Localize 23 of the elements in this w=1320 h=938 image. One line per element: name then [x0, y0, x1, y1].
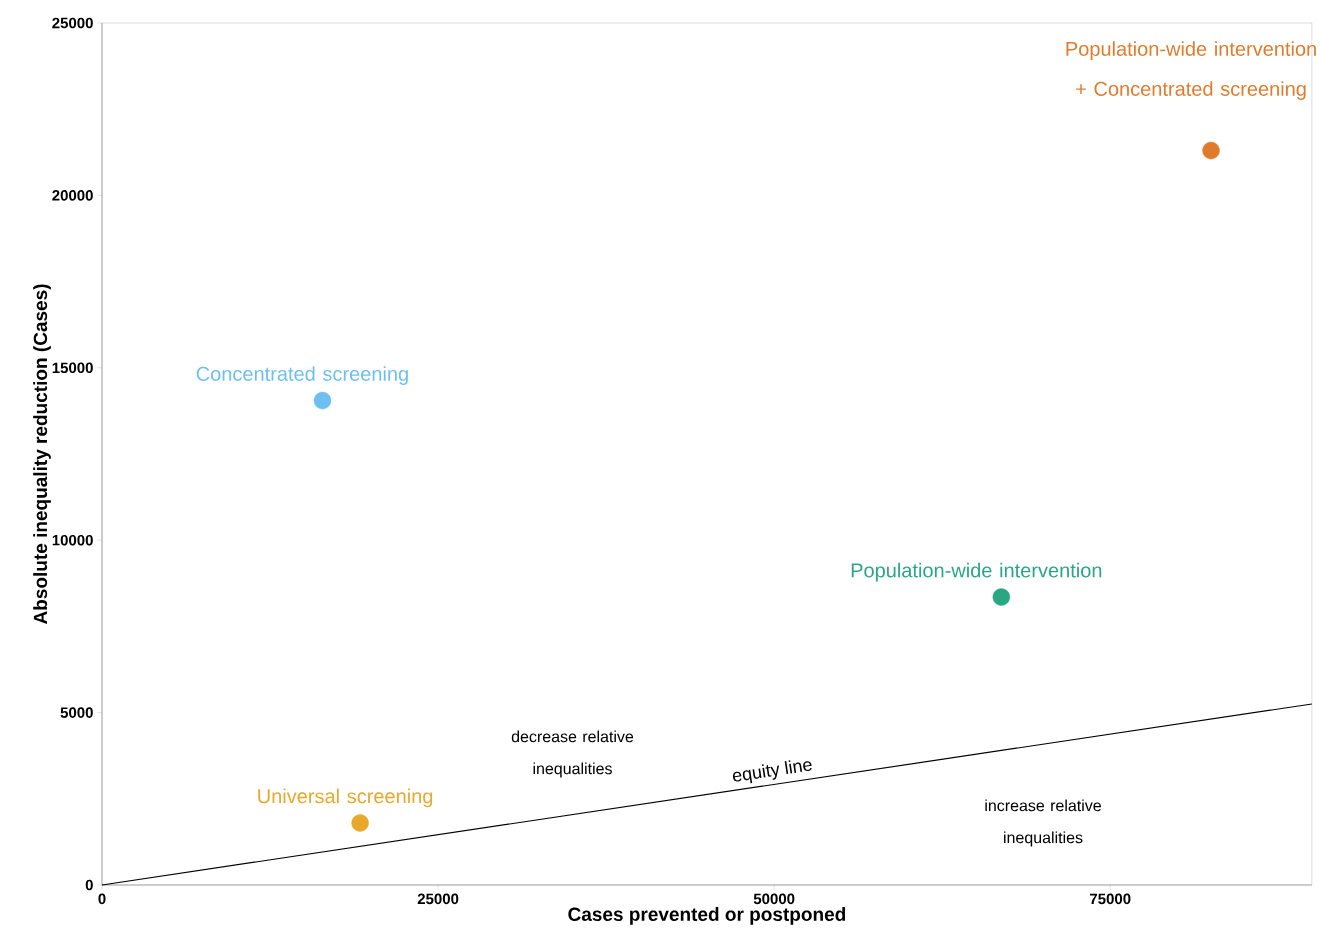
y-tick-label: 5000	[60, 707, 93, 718]
point	[992, 588, 1011, 606]
text: Population-wide intervention + Concentrated screening	[1066, 41, 1316, 100]
y-tick-label: 25000	[52, 17, 93, 29]
point	[1202, 141, 1220, 160]
x-tick-label: 75000	[1090, 893, 1131, 905]
point	[351, 814, 369, 832]
y-axis-title: Absolute inequality reduction (Cases)	[33, 284, 51, 625]
text: increase relative inequalities	[985, 799, 1101, 847]
series-label: Population-wide intervention	[851, 562, 1102, 582]
point	[313, 391, 332, 410]
y-tick-label: 10000	[52, 534, 93, 546]
y-tick-label: 15000	[52, 362, 93, 374]
y-tick-label: 0	[85, 879, 93, 891]
x-tick-label: 0	[98, 893, 106, 905]
x-axis-title: Cases prevented or postponed	[568, 907, 846, 925]
series-label: Universal screening	[258, 788, 433, 808]
annotation: equity line	[732, 760, 812, 784]
y-tick-label: 20000	[52, 190, 93, 201]
text: decrease relative inequalities	[511, 730, 634, 778]
x-tick-label: 25000	[417, 893, 459, 905]
series-label: Concentrated screening	[196, 366, 408, 385]
x-tick-label: 50000	[753, 893, 795, 905]
